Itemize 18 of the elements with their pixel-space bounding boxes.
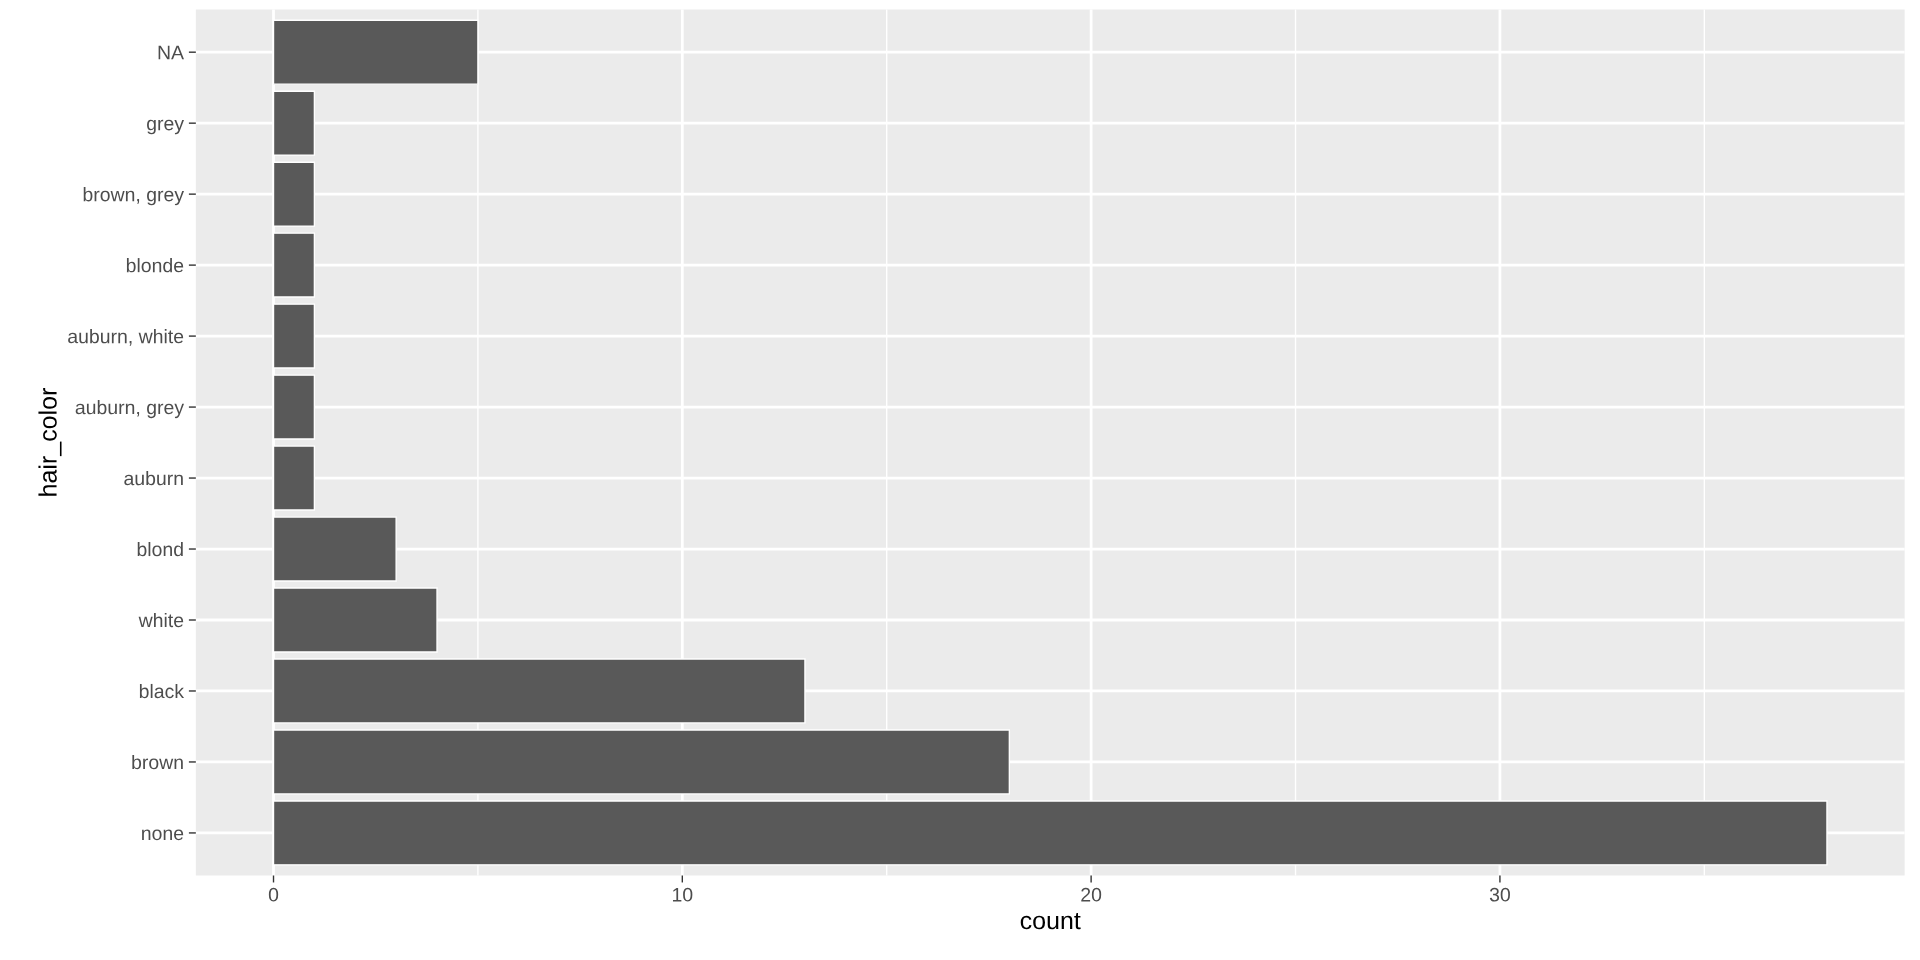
y-tick-label: blond <box>137 541 183 557</box>
y-tick-label: auburn <box>124 471 183 486</box>
y-tick-label: brown <box>132 754 183 770</box>
y-tick-label: none <box>142 829 184 841</box>
y-tick-label: auburn, white <box>68 329 184 346</box>
x-tick-label: 10 <box>672 887 693 902</box>
x-tick-label: 0 <box>268 887 279 902</box>
x-tick-label: 30 <box>1489 887 1510 902</box>
y-tick-label: NA <box>158 45 184 60</box>
x-axis-title: count <box>1020 912 1081 930</box>
x-tick-label: 20 <box>1081 887 1102 902</box>
y-tick-label: white <box>138 612 184 628</box>
y-axis-title: hair_color <box>38 388 62 496</box>
y-tick-label: auburn, grey <box>75 400 185 419</box>
y-tick-label: black <box>139 683 185 699</box>
y-tick-label: brown, grey <box>83 187 185 206</box>
y-tick-label: grey <box>147 119 184 135</box>
y-tick-label: blonde <box>126 258 184 273</box>
